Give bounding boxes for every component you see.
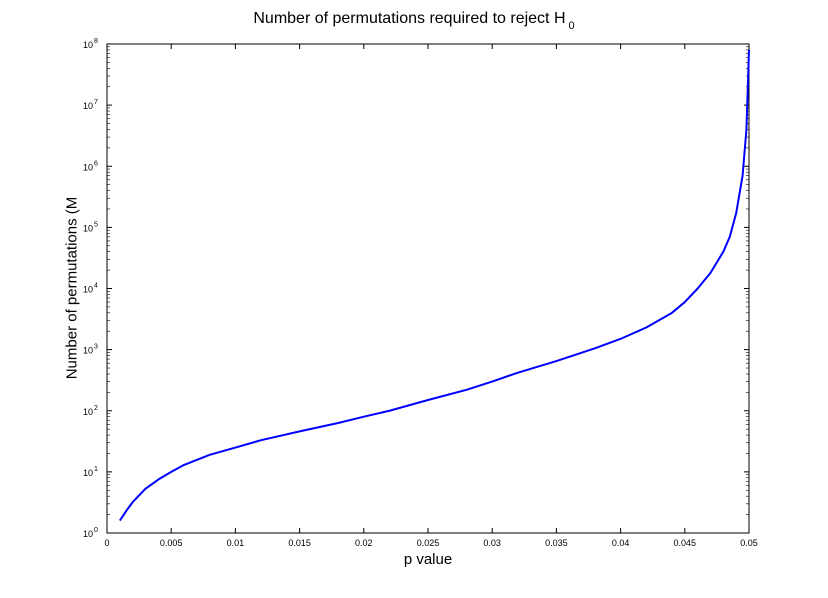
x-tick-label: 0.035 (545, 538, 568, 548)
x-tick-label: 0.05 (740, 538, 758, 548)
y-tick-label-exponent: 6 (94, 160, 98, 167)
y-tick-label-exponent: 5 (94, 221, 98, 228)
axes-box (106, 43, 750, 534)
y-tick-label-base: 10 (83, 468, 93, 478)
y-tick-label-exponent: 3 (94, 344, 98, 351)
x-tick-label: 0.02 (355, 538, 373, 548)
chart-title: Number of permutations required to rejec… (0, 10, 828, 32)
x-tick-label: 0.045 (674, 538, 697, 548)
y-tick-label-base: 10 (83, 223, 93, 233)
y-tick-label-base: 10 (83, 285, 93, 295)
x-tick-label: 0.005 (160, 538, 183, 548)
x-tick-label: 0.03 (483, 538, 501, 548)
y-tick-label-base: 10 (83, 407, 93, 417)
y-tick-label-base: 10 (83, 101, 93, 111)
y-tick-label-base: 10 (83, 529, 93, 539)
y-tick-label-exponent: 4 (94, 283, 98, 290)
chart-title-subscript: 0 (568, 20, 575, 32)
y-axis-label: Number of permutations (M (63, 196, 81, 380)
x-tick-label: 0 (104, 538, 109, 548)
x-tick-label: 0.01 (227, 538, 245, 548)
y-tick-label-exponent: 2 (94, 405, 98, 412)
x-tick-label: 0.04 (612, 538, 630, 548)
y-tick-label-exponent: 7 (94, 99, 98, 106)
x-axis-label: p value (403, 551, 453, 568)
series-line (119, 49, 750, 522)
y-tick-label-exponent: 8 (94, 38, 98, 45)
y-tick-label-base: 10 (83, 162, 93, 172)
x-tick-label: 0.025 (417, 538, 440, 548)
x-tick-label: 0.015 (288, 538, 311, 548)
y-tick-label-exponent: 0 (94, 527, 98, 534)
y-tick-label-base: 10 (83, 346, 93, 356)
y-tick-label-exponent: 1 (94, 466, 98, 473)
chart-title-text: Number of permutations required to rejec… (253, 10, 566, 27)
y-tick-label-base: 10 (83, 40, 93, 50)
